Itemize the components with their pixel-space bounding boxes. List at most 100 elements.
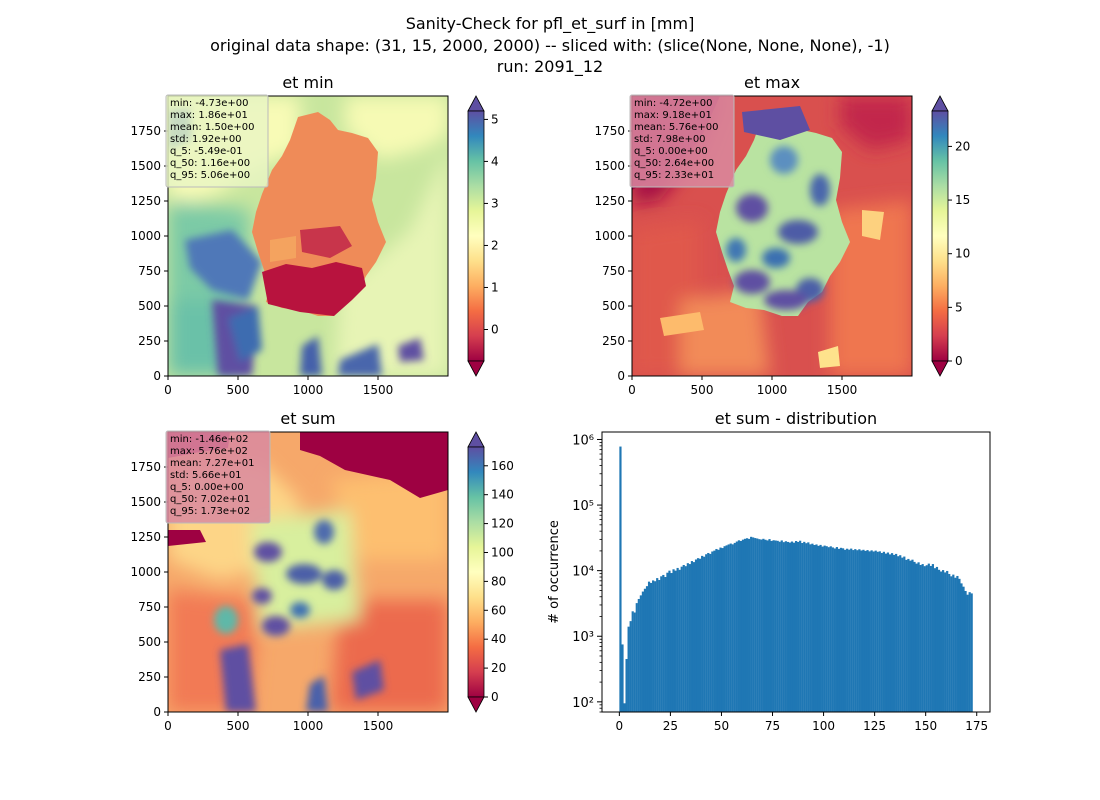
histogram-bar <box>860 550 863 712</box>
colorbar-tick-label: 2 <box>491 238 499 252</box>
stats-line: q_95: 2.33e+01 <box>634 170 714 181</box>
y-axis: 0 250 500 750 1000 1250 1500 1750 <box>130 460 168 719</box>
histogram-bar <box>893 554 896 712</box>
stats-box: min: -4.72e+00 max: 9.18e+01 mean: 5.76e… <box>629 94 735 188</box>
histogram-bar <box>946 570 949 712</box>
histogram-bar <box>937 569 941 712</box>
histogram-bar <box>929 565 932 712</box>
histogram-bar <box>692 562 696 712</box>
histogram-bar <box>670 573 673 712</box>
x-tick-label: 1500 <box>363 719 394 733</box>
x-axis: 0 25 50 75 100 125 150 175 <box>616 712 988 733</box>
histogram-bar <box>970 593 973 712</box>
histogram-bar <box>741 539 745 712</box>
histogram-bar <box>764 539 767 712</box>
x-axis: 0 500 1000 1500 <box>628 376 857 397</box>
y-tick-label: 1750 <box>130 460 161 474</box>
colorbar-tick-label: 20 <box>955 139 970 153</box>
histogram-bar <box>913 561 916 712</box>
histogram-bar <box>754 538 757 712</box>
histogram-bar <box>743 538 747 712</box>
colorbar-tick-label: 10 <box>955 247 970 261</box>
histogram-bar <box>839 547 843 712</box>
x-tick-label: 0 <box>628 383 636 397</box>
x-tick-label: 100 <box>812 719 835 733</box>
y-tick-label: 750 <box>602 264 625 278</box>
histogram-bar <box>668 570 671 712</box>
histogram-bar <box>950 576 953 712</box>
x-tick-label: 1500 <box>363 383 394 397</box>
y-axis: 10² 10³ 10⁴ 10⁵ 10⁶ <box>572 433 602 713</box>
colorbar-tick-label: 40 <box>491 632 506 646</box>
histogram-bar <box>733 542 736 712</box>
histogram-bar <box>645 586 649 712</box>
histogram-bar <box>825 546 828 712</box>
histogram-bar <box>964 590 967 712</box>
stats-line: max: 5.76e+02 <box>170 446 248 457</box>
histogram-bar <box>682 564 685 712</box>
colorbar-tick-label: 1 <box>491 280 499 294</box>
y-tick-label: 1500 <box>130 159 161 173</box>
histogram-bar <box>721 548 724 712</box>
histogram-bar <box>696 558 700 712</box>
histogram-bar <box>870 550 873 712</box>
stats-line: std: 5.66e+01 <box>170 470 242 481</box>
x-tick-label: 1000 <box>293 719 324 733</box>
histogram-bar <box>809 544 812 712</box>
colorbar-tick-label: 0 <box>491 690 499 704</box>
panel-et-sum: et sum <box>130 409 513 733</box>
histogram-bar <box>782 542 785 712</box>
histogram-bar <box>707 552 710 712</box>
y-tick-label: 500 <box>602 299 625 313</box>
panel-title: et min <box>282 73 333 92</box>
histogram-bar <box>774 540 777 712</box>
y-axis-label: # of occurrence <box>547 520 562 624</box>
histogram-bar <box>647 581 651 712</box>
histogram-bar <box>858 549 861 712</box>
histogram-bar <box>866 550 869 712</box>
histogram-bar <box>699 558 702 712</box>
x-tick-label: 0 <box>164 719 172 733</box>
histogram-bar <box>874 550 877 712</box>
histogram-bar <box>748 538 751 712</box>
figure-title-line-3: run: 2091_12 <box>496 57 604 76</box>
histogram-bar <box>872 551 875 712</box>
x-tick-label: 1500 <box>827 383 858 397</box>
histogram-bar <box>723 546 726 712</box>
y-tick-label: 0 <box>153 369 161 383</box>
histogram-bar <box>931 564 934 712</box>
stats-line: min: -4.73e+00 <box>170 98 249 109</box>
colorbar: 0 5 10 15 20 <box>931 95 970 377</box>
histogram-bar <box>654 581 657 712</box>
histogram-bar <box>823 545 826 712</box>
histogram-bar <box>856 550 859 712</box>
histogram-bar <box>635 603 638 712</box>
histogram-bar <box>750 536 753 712</box>
histogram-bar <box>629 621 632 712</box>
histogram-bar <box>770 540 773 712</box>
histogram-bar <box>641 591 645 712</box>
histogram-bar <box>854 549 857 712</box>
panel-title: et sum - distribution <box>715 409 877 428</box>
colorbar-tick-label: 5 <box>955 300 963 314</box>
histogram-bar <box>788 542 792 712</box>
histogram-bar <box>821 546 824 712</box>
y-tick-label: 500 <box>138 299 161 313</box>
stats-line: q_50: 7.02e+01 <box>170 494 250 505</box>
y-tick-label: 1000 <box>130 229 161 243</box>
histogram-bar <box>799 540 802 712</box>
histogram-bar <box>766 540 769 712</box>
histogram-bar <box>758 539 761 712</box>
y-tick-label: 250 <box>602 334 625 348</box>
histogram-bar <box>619 446 622 712</box>
histogram-bar <box>848 549 851 712</box>
histogram-bar <box>784 541 787 712</box>
y-tick-label: 1250 <box>130 194 161 208</box>
histogram-bar <box>843 549 847 712</box>
histogram-bar <box>880 552 883 712</box>
histogram-bar <box>805 543 808 712</box>
histogram-bar <box>829 546 832 712</box>
histogram-bar <box>756 538 759 712</box>
histogram-bar <box>948 573 951 712</box>
histogram-bar <box>725 545 728 712</box>
